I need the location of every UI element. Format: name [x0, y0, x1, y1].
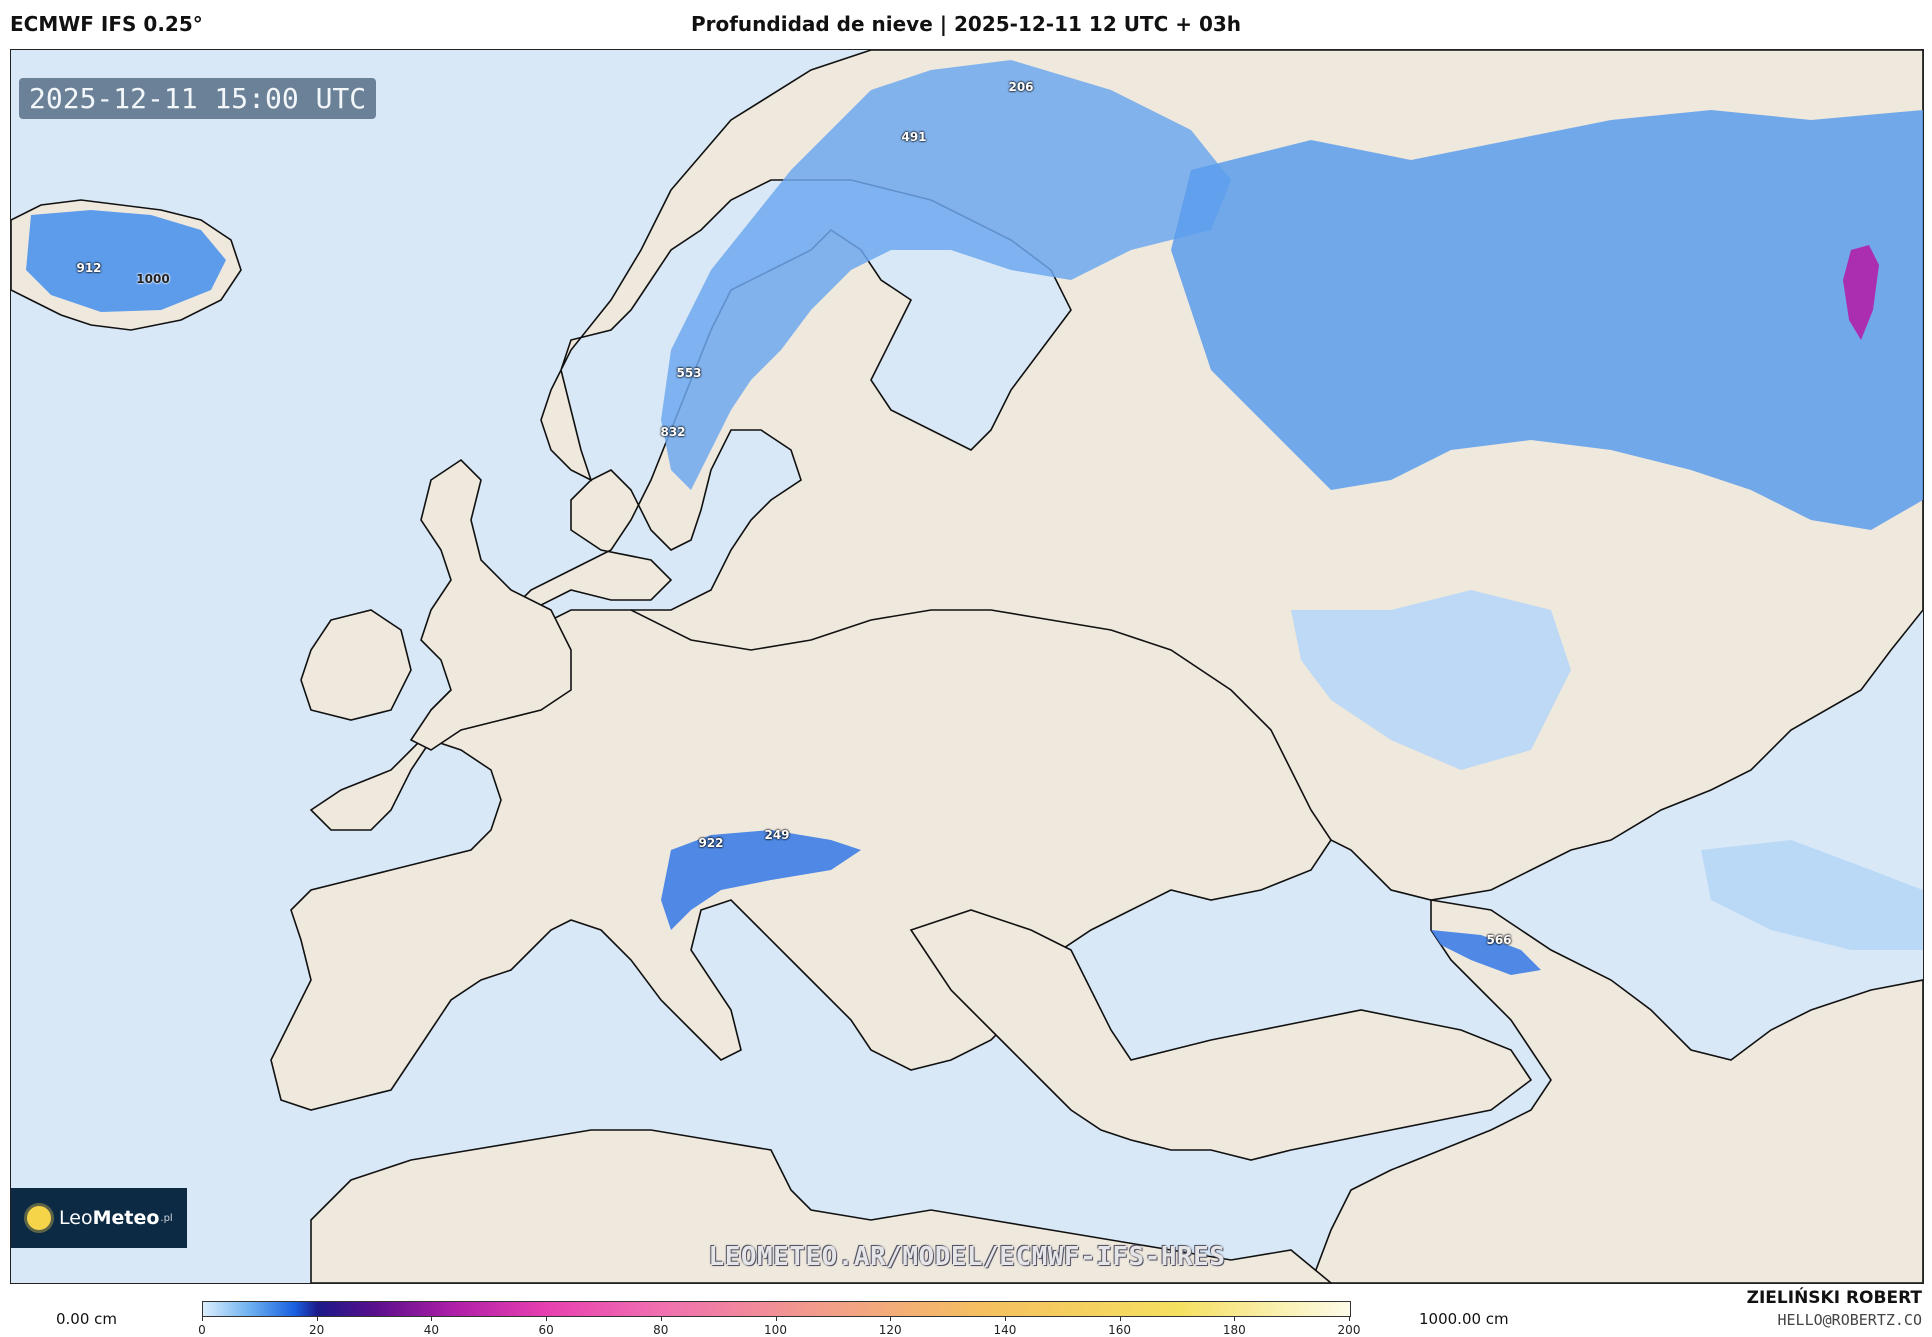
colorbar-tick-mark	[1119, 1317, 1121, 1321]
colorbar-tick-mark	[660, 1317, 662, 1321]
value-label: 912	[76, 261, 102, 275]
colorbar-tick-label: 20	[309, 1323, 325, 1337]
snow-scandinavia	[661, 60, 1231, 490]
land-caucasus-east	[1310, 899, 1923, 1283]
colorbar-tick-label: 60	[538, 1323, 554, 1337]
land-great-britain	[409, 458, 572, 751]
colorbar-tick-mark	[202, 1317, 203, 1321]
colorbar-tick-mark	[316, 1317, 318, 1321]
colorbar-tick-label: 100	[764, 1323, 787, 1337]
snow-alps	[661, 830, 861, 930]
colorbar-ticks: 0 20 40 60 80 100 120 140 160 180 200	[198, 1317, 1360, 1337]
colorbar-tick-label: 160	[1108, 1323, 1132, 1337]
colorbar-tick-label: 120	[878, 1323, 902, 1337]
value-label: 249	[764, 828, 790, 842]
value-label: 206	[1008, 80, 1034, 94]
colorbar-tick-mark	[1349, 1317, 1350, 1321]
colorbar-tick-label: 180	[1222, 1323, 1246, 1337]
colorbar-tick-label: 140	[993, 1323, 1017, 1337]
author-email[interactable]: HELLO@ROBERTZ.CO	[1777, 1311, 1923, 1329]
logo-brand: Meteo	[92, 1207, 160, 1229]
snow-ural-peak	[1843, 245, 1879, 340]
value-label: 922	[698, 836, 724, 850]
watermark: LEOMETEO.AR/MODEL/ECMWF-IFS-HRES	[708, 1242, 1226, 1272]
author-name: ZIELIŃSKI ROBERT	[1746, 1288, 1922, 1308]
value-label: 566	[1486, 933, 1512, 947]
snow-light-east	[1291, 590, 1571, 770]
snow-caucasus	[1431, 930, 1541, 975]
sun-icon	[27, 1206, 51, 1230]
colorbar-tick-label: 80	[653, 1323, 669, 1337]
colorbar-max-label: 1000.00 cm	[1419, 1310, 1509, 1328]
land-southeast-europe	[909, 909, 1533, 1161]
colorbar-tick-mark	[1004, 1317, 1006, 1321]
colorbar-tick-label: 40	[423, 1323, 440, 1337]
model-name: ECMWF IFS 0.25°	[10, 12, 203, 36]
colorbar	[202, 1301, 1351, 1317]
land-north-africa	[310, 1129, 1333, 1283]
land-ireland	[300, 609, 412, 721]
logo-suffix: .pl	[160, 1212, 173, 1224]
leometeo-logo[interactable]: Leo Meteo .pl	[11, 1188, 187, 1248]
colorbar-tick-mark	[890, 1317, 892, 1321]
map-title: Profundidad de nieve | 2025-12-11 12 UTC…	[690, 12, 1242, 36]
map-canvas	[11, 50, 1923, 1283]
value-label: 832	[660, 425, 686, 439]
value-label: 491	[901, 130, 927, 144]
snow-iceland	[26, 210, 226, 312]
colorbar-tick-mark	[431, 1317, 433, 1321]
value-label: 553	[676, 366, 702, 380]
colorbar-tick-mark	[546, 1317, 548, 1321]
colorbar-tick-mark	[775, 1317, 777, 1321]
forecast-time-badge: 2025-12-11 15:00 UTC	[19, 78, 377, 119]
colorbar-tick-label: 200	[1337, 1323, 1361, 1337]
value-label: 1000	[136, 272, 170, 286]
snow-russia	[1171, 110, 1923, 530]
snow-light-caspian	[1701, 840, 1923, 950]
colorbar-min-label: 0.00 cm	[56, 1310, 118, 1328]
colorbar-tick-mark	[1234, 1317, 1236, 1321]
snow-depth-map[interactable]: 2025-12-11 15:00 UTC 206 491 912 1000 55…	[10, 49, 1924, 1284]
logo-prefix: Leo	[59, 1207, 93, 1229]
colorbar-tick-label: 0	[198, 1323, 206, 1337]
